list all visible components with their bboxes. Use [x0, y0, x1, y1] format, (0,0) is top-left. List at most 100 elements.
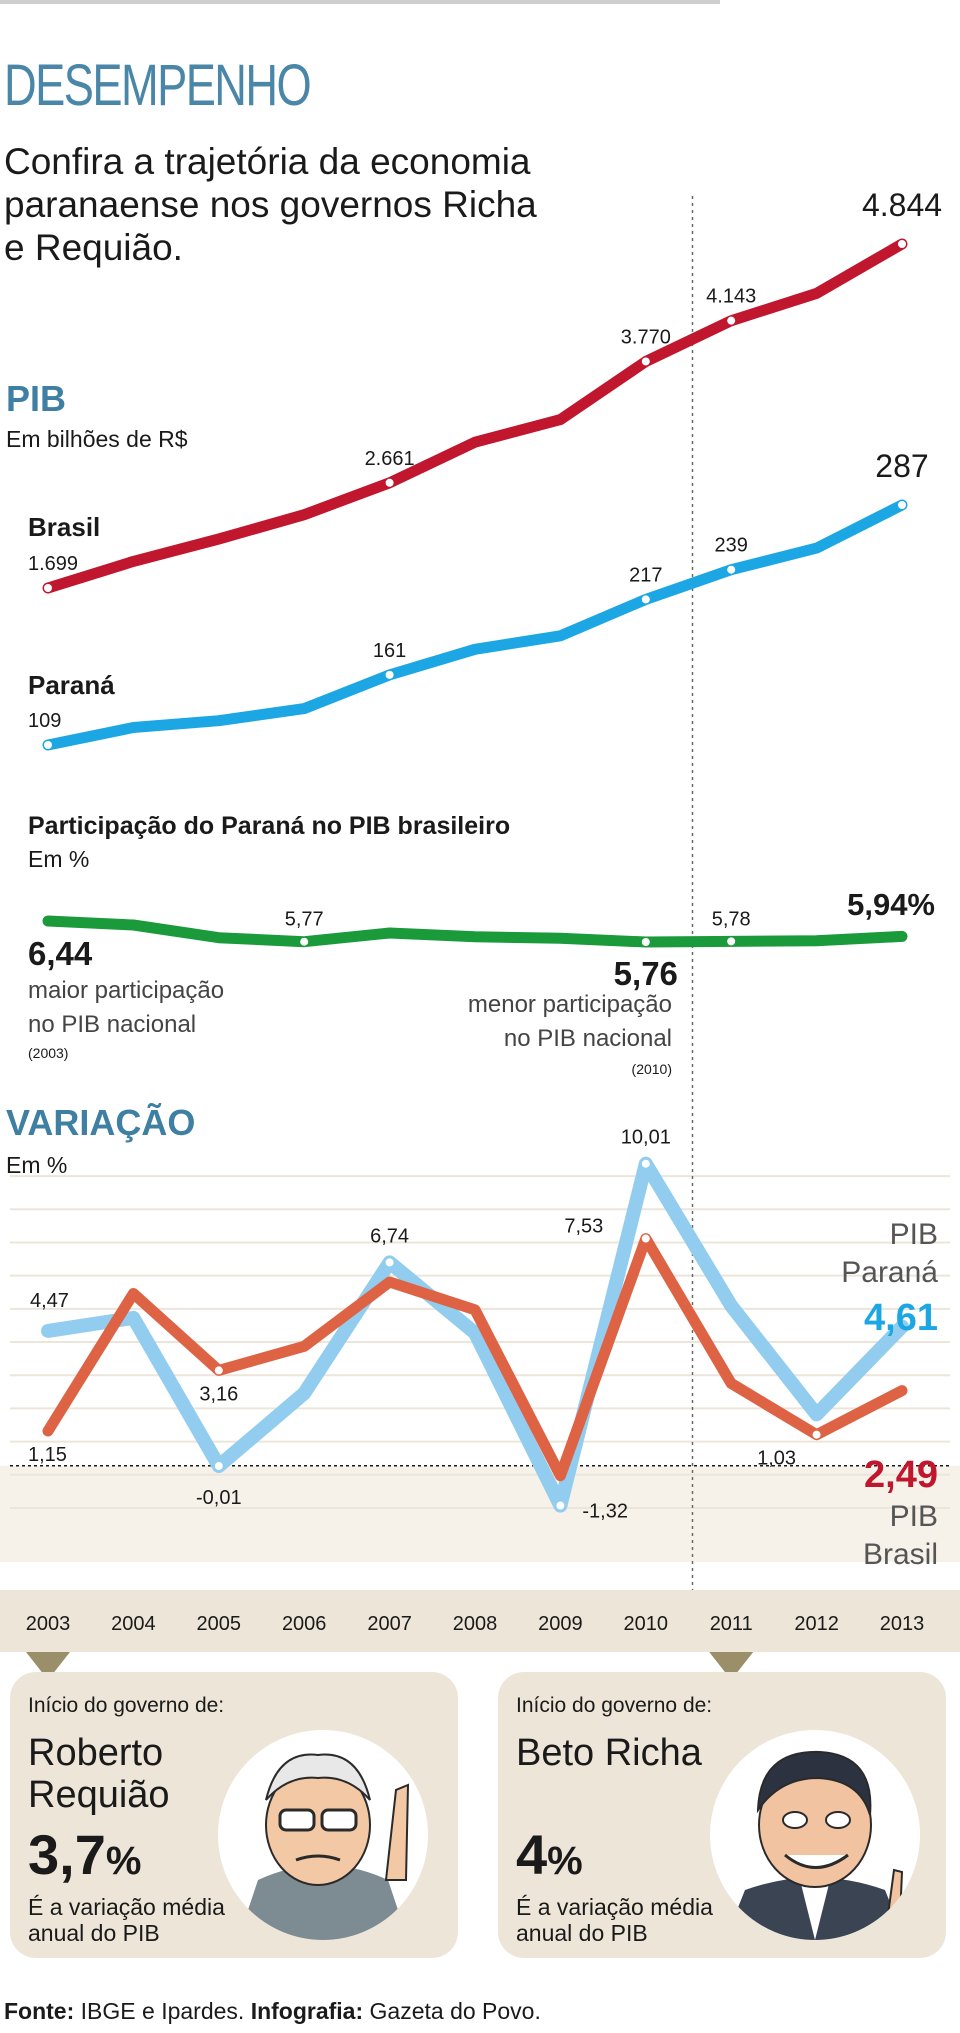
brasil-pib-label: 1.699: [28, 553, 78, 575]
brasil-series-label: Brasil: [28, 512, 101, 542]
variacao-brasil-point: [812, 1430, 821, 1439]
legend-pib-parana: Paraná: [841, 1256, 938, 1289]
participacao-label-max: 6,44: [28, 935, 93, 972]
parana-pib-point: [385, 670, 394, 679]
charts-canvas: 1.699 2.661 3.770 4.143 4.844 109 161 217 239 287…: [0, 187, 960, 1680]
participacao-point: [727, 937, 736, 946]
government-start-marker: [26, 1652, 70, 1680]
intro-text: Confira a trajetória da economia paranae…: [4, 141, 537, 268]
variacao-brasil-label: 7,53: [564, 1216, 603, 1238]
variacao-parana-label: 10,01: [621, 1127, 671, 1149]
brasil-pib-point: [898, 240, 906, 248]
year-tick-label: 2007: [367, 1613, 412, 1635]
top-rule: [0, 0, 720, 4]
parana-pib-point: [641, 595, 650, 604]
brasil-pib-point: [727, 316, 736, 325]
government-card-requiao: Início do governo de: Roberto Requião 3,…: [10, 1672, 458, 1958]
parana-pib-label: 217: [629, 564, 662, 586]
gov-name: Beto Richa: [516, 1732, 702, 1774]
year-tick-label: 2009: [538, 1613, 583, 1635]
min-note-line: menor participação: [468, 991, 672, 1018]
year-tick-label: 2011: [710, 1613, 753, 1635]
variacao-parana-last: 4,61: [864, 1297, 938, 1339]
pib-unit: Em bilhões de R$: [6, 426, 188, 452]
requiao-caricature: [218, 1730, 428, 1940]
series-lines: [41, 238, 909, 1513]
gov-intro-label: Início do governo de:: [516, 1694, 713, 1717]
gov-value: 4%: [516, 1823, 583, 1886]
variacao-parana-line: [41, 1156, 909, 1513]
brasil-pib-point: [44, 584, 52, 592]
participacao-line: [42, 915, 908, 948]
max-note-line: no PIB nacional: [28, 1011, 196, 1038]
year-tick-label: 2010: [624, 1613, 669, 1635]
richa-caricature: [710, 1730, 920, 1940]
series-points: [44, 240, 906, 1510]
parana-pib-label: 109: [28, 710, 61, 732]
gov-intro-label: Início do governo de:: [28, 1694, 225, 1717]
year-tick-label: 2013: [880, 1613, 925, 1635]
min-note-line: no PIB nacional: [504, 1025, 672, 1052]
year-tick-label: 2006: [282, 1613, 327, 1635]
year-axis-band: [0, 1590, 960, 1652]
negative-band: [0, 1465, 960, 1562]
government-start-marker: [709, 1652, 754, 1680]
variacao-brasil-point: [641, 1234, 650, 1243]
variacao-brasil-label: 1,03: [757, 1448, 796, 1470]
gov-caption: É a variação média anual do PIB: [516, 1894, 713, 1946]
parana-series-label: Paraná: [28, 670, 115, 700]
parana-pib-line: [42, 499, 908, 751]
variacao-parana-point: [385, 1258, 394, 1267]
brasil-pib-point: [385, 478, 394, 487]
participacao-title: Participação do Paraná no PIB brasileiro: [28, 812, 511, 840]
brasil-pib-line: [42, 238, 908, 594]
legend-pib-brasil: PIB: [890, 1500, 938, 1533]
variacao-title: VARIAÇÃO: [6, 1102, 196, 1143]
parana-pib-point: [727, 565, 736, 574]
max-note-line: maior participação: [28, 977, 224, 1004]
variacao-brasil-label: 3,16: [199, 1383, 238, 1405]
brasil-pib-label: 3.770: [621, 326, 671, 348]
variacao-parana-point: [214, 1462, 223, 1471]
year-tick-label: 2008: [453, 1613, 498, 1635]
max-note-year: (2003): [28, 1045, 68, 1061]
participacao-point: [641, 938, 650, 946]
legend-pib-brasil: Brasil: [863, 1538, 938, 1571]
variacao-parana-label: 4,47: [30, 1290, 69, 1312]
variacao-grid: [0, 1175, 960, 1562]
variacao-parana-point: [556, 1501, 565, 1510]
participacao-unit: Em %: [28, 846, 90, 872]
parana-pib-label: 239: [715, 535, 748, 557]
variacao-parana-label: 6,74: [370, 1225, 409, 1247]
year-axis: 2003 2004 2005 2006 2007 2008 2009 2010 2011 2012…: [0, 1590, 960, 1680]
brasil-pib-label: 4.143: [706, 286, 756, 308]
variacao-brasil-line: [42, 1233, 908, 1482]
gov-name: Roberto Requião: [28, 1732, 170, 1816]
gov-caption: É a variação média anual do PIB: [28, 1894, 225, 1946]
participacao-label: 5,78: [712, 908, 751, 930]
data-labels: 1.699 2.661 3.770 4.143 4.844 109 161 217 239 287…: [28, 187, 942, 1571]
participacao-point: [300, 937, 309, 946]
variacao-brasil-label: 1,15: [28, 1444, 67, 1466]
participacao-label-last: 5,94%: [847, 887, 935, 922]
year-tick-label: 2005: [197, 1613, 242, 1635]
brasil-pib-label: 2.661: [365, 448, 415, 470]
brasil-pib-point: [641, 357, 650, 366]
parana-pib-label: 287: [875, 448, 928, 484]
variacao-brasil-point: [214, 1366, 223, 1375]
pib-title: PIB: [6, 378, 67, 419]
variacao-parana-label: -1,32: [582, 1501, 628, 1523]
footer-credits: Fonte: IBGE e Ipardes. Infografia: Gazet…: [4, 1998, 541, 2024]
section-kicker: DESEMPENHO: [4, 53, 312, 118]
government-card-richa: Início do governo de: Beto Richa 4% É a …: [498, 1672, 946, 1958]
variacao-unit: Em %: [6, 1152, 68, 1178]
year-tick-label: 2003: [26, 1613, 71, 1635]
parana-pib-point: [898, 501, 906, 509]
legend-pib-parana: PIB: [890, 1218, 938, 1251]
parana-pib-label: 161: [373, 640, 406, 662]
year-tick-label: 2004: [111, 1613, 156, 1635]
variacao-parana-label: -0,01: [196, 1487, 242, 1509]
brasil-pib-label: 4.844: [862, 187, 942, 223]
participacao-label: 5,77: [285, 909, 324, 931]
min-note-year: (2010): [632, 1061, 672, 1077]
